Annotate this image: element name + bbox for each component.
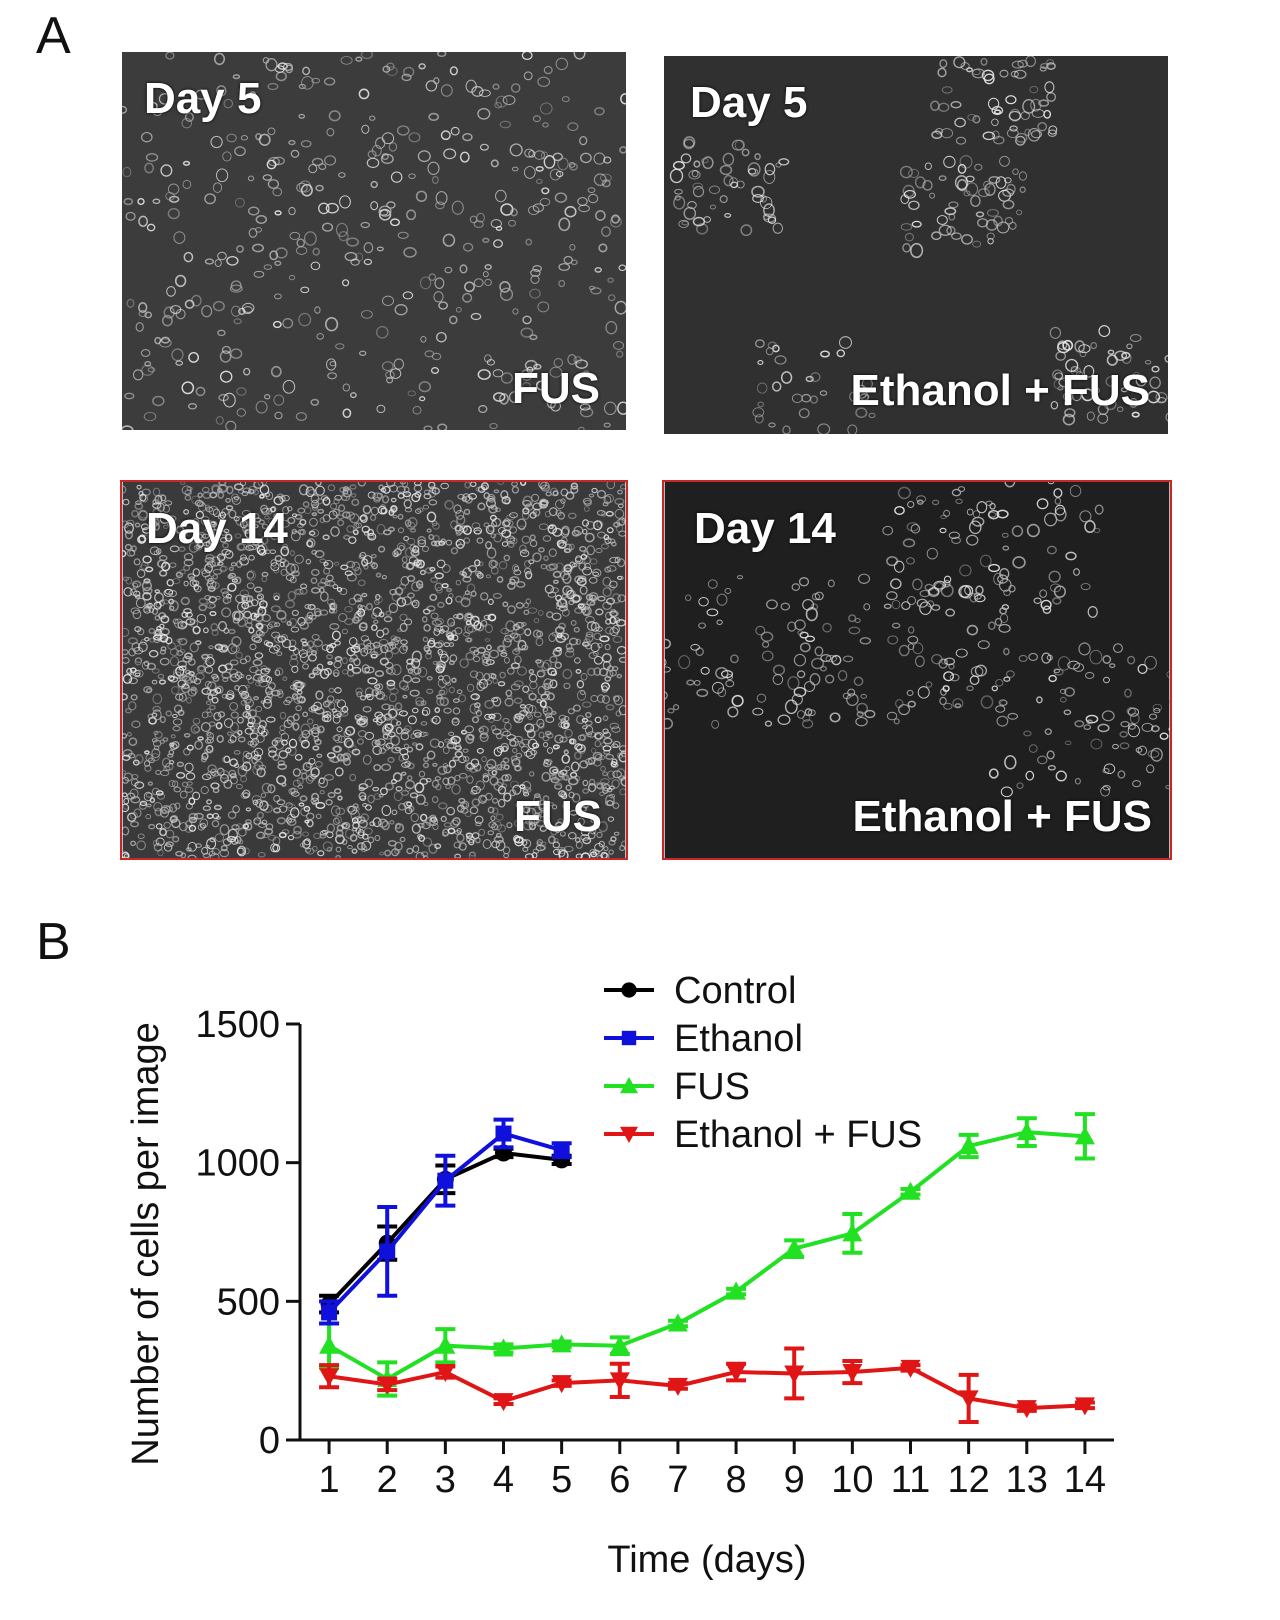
x-tick-label: 2	[377, 1459, 398, 1501]
data-point	[609, 1335, 630, 1354]
y-tick-label: 1000	[195, 1143, 280, 1185]
legend-marker	[620, 1077, 638, 1094]
x-axis-label: Time (days)	[607, 1539, 806, 1581]
y-axis-label: Number of cells per image	[125, 1022, 167, 1466]
micrograph-day-label: Day 14	[146, 504, 288, 553]
micrograph-day5-fus: Day 5 FUS	[122, 52, 626, 430]
cell-texture	[122, 52, 626, 430]
data-point	[958, 1136, 979, 1155]
y-tick-label: 500	[217, 1281, 280, 1323]
micrograph-day-label: Day 14	[694, 504, 836, 553]
micrograph-texture	[122, 52, 626, 430]
data-point	[1074, 1126, 1095, 1145]
x-tick-label: 12	[948, 1459, 990, 1501]
data-point	[495, 1125, 512, 1142]
x-tick-label: 1	[319, 1459, 340, 1501]
data-point	[435, 1335, 456, 1354]
micrograph-day14-ethanol-fus: Day 14 Ethanol + FUS	[662, 480, 1172, 860]
x-tick-label: 13	[1006, 1459, 1048, 1501]
legend-label: Ethanol + FUS	[674, 1114, 922, 1156]
legend: Control Ethanol FUS Ethanol + FUS	[604, 970, 922, 1156]
micrograph-treatment-label: Ethanol + FUS	[852, 792, 1152, 841]
x-tick-label: 3	[435, 1459, 456, 1501]
data-point	[493, 1393, 514, 1412]
micrograph-day14-fus: Day 14 FUS	[120, 480, 628, 860]
data-point	[1016, 1122, 1037, 1141]
data-point	[726, 1281, 747, 1300]
x-tick-label: 7	[667, 1459, 688, 1501]
data-point	[319, 1335, 340, 1354]
data-point	[321, 1304, 338, 1321]
micrograph-treatment-label: Ethanol + FUS	[850, 366, 1150, 415]
micrograph-texture	[664, 56, 1168, 434]
x-tick-label: 14	[1064, 1459, 1106, 1501]
cell-texture	[122, 482, 626, 858]
data-point	[609, 1372, 630, 1391]
x-tick-label: 6	[609, 1459, 630, 1501]
micrograph-day5-ethanol-fus: Day 5 Ethanol + FUS	[664, 56, 1168, 434]
data-point	[377, 1376, 398, 1395]
legend-label: FUS	[674, 1066, 750, 1108]
data-point	[1016, 1400, 1037, 1419]
series-ethanol	[319, 1117, 572, 1326]
x-tick-label: 10	[831, 1459, 873, 1501]
data-point	[958, 1390, 979, 1409]
x-tick-label: 5	[551, 1459, 572, 1501]
cell-texture	[669, 56, 1168, 434]
data-point	[842, 1364, 863, 1383]
data-point	[842, 1223, 863, 1242]
x-tick-label: 4	[493, 1459, 514, 1501]
x-tick-label: 8	[726, 1459, 747, 1501]
micrograph-treatment-label: FUS	[514, 792, 602, 841]
data-point	[551, 1375, 572, 1394]
data-point	[667, 1377, 688, 1396]
y-tick-label: 0	[259, 1420, 280, 1462]
data-point	[319, 1368, 340, 1387]
cell-texture	[664, 482, 1170, 798]
legend-marker	[621, 1030, 637, 1046]
legend-marker	[620, 1126, 638, 1143]
micrograph-texture	[122, 482, 626, 858]
legend-marker	[621, 982, 637, 998]
data-point	[493, 1338, 514, 1357]
data-point	[553, 1142, 570, 1159]
data-point	[379, 1243, 396, 1260]
micrograph-texture	[664, 482, 1170, 858]
series-ethanol-fus	[319, 1346, 1095, 1424]
data-point	[667, 1313, 688, 1332]
micrograph-day-label: Day 5	[144, 74, 262, 123]
data-point	[551, 1334, 572, 1353]
x-tick-label: 9	[784, 1459, 805, 1501]
data-point	[784, 1365, 805, 1384]
data-point	[900, 1359, 921, 1378]
data-point	[1074, 1397, 1095, 1416]
panel-b-label: B	[36, 913, 71, 971]
panel-a-label: A	[36, 7, 71, 65]
legend-label: Control	[674, 970, 797, 1012]
data-point	[784, 1238, 805, 1257]
data-point	[726, 1364, 747, 1383]
legend-label: Ethanol	[674, 1018, 803, 1060]
data-point	[435, 1364, 456, 1383]
y-tick-label: 1500	[195, 1004, 280, 1046]
data-point	[900, 1181, 921, 1200]
x-tick-label: 11	[891, 1459, 930, 1501]
micrograph-day-label: Day 5	[690, 78, 808, 127]
data-point	[437, 1172, 454, 1189]
micrograph-treatment-label: FUS	[512, 364, 600, 413]
